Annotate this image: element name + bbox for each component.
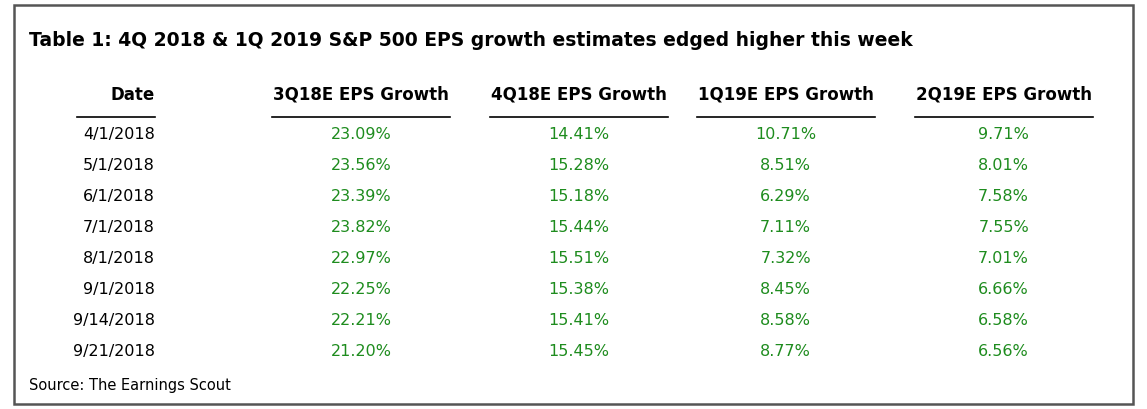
- Text: 6.56%: 6.56%: [978, 344, 1029, 360]
- Text: 4/1/2018: 4/1/2018: [83, 127, 155, 142]
- Text: 7.11%: 7.11%: [760, 220, 811, 235]
- Text: 5/1/2018: 5/1/2018: [83, 158, 155, 173]
- Text: 21.20%: 21.20%: [330, 344, 392, 360]
- Text: 6.66%: 6.66%: [978, 282, 1029, 297]
- Text: 23.39%: 23.39%: [331, 189, 391, 204]
- Text: 8.01%: 8.01%: [978, 158, 1029, 173]
- Text: 23.56%: 23.56%: [331, 158, 391, 173]
- Text: 6/1/2018: 6/1/2018: [83, 189, 155, 204]
- Text: 15.44%: 15.44%: [548, 220, 610, 235]
- Text: 7.01%: 7.01%: [978, 251, 1029, 266]
- Text: 9/21/2018: 9/21/2018: [73, 344, 155, 360]
- Text: 15.45%: 15.45%: [548, 344, 610, 360]
- Text: 7.58%: 7.58%: [978, 189, 1029, 204]
- Text: 8.51%: 8.51%: [760, 158, 811, 173]
- Text: 9/14/2018: 9/14/2018: [73, 313, 155, 328]
- Text: 15.51%: 15.51%: [548, 251, 610, 266]
- Text: 15.41%: 15.41%: [548, 313, 610, 328]
- Text: 22.25%: 22.25%: [330, 282, 392, 297]
- Text: 9/1/2018: 9/1/2018: [83, 282, 155, 297]
- Text: 23.09%: 23.09%: [331, 127, 391, 142]
- Text: 15.18%: 15.18%: [548, 189, 610, 204]
- Text: Source: The Earnings Scout: Source: The Earnings Scout: [29, 378, 231, 393]
- Text: 8.77%: 8.77%: [760, 344, 811, 360]
- Text: 22.21%: 22.21%: [330, 313, 392, 328]
- Text: Table 1: 4Q 2018 & 1Q 2019 S&P 500 EPS growth estimates edged higher this week: Table 1: 4Q 2018 & 1Q 2019 S&P 500 EPS g…: [29, 31, 912, 49]
- Text: 23.82%: 23.82%: [330, 220, 392, 235]
- Text: 6.58%: 6.58%: [978, 313, 1029, 328]
- Text: 15.38%: 15.38%: [548, 282, 610, 297]
- Text: 14.41%: 14.41%: [548, 127, 610, 142]
- Text: 6.29%: 6.29%: [760, 189, 811, 204]
- Text: 22.97%: 22.97%: [330, 251, 392, 266]
- Text: 9.71%: 9.71%: [978, 127, 1029, 142]
- Text: 7.32%: 7.32%: [760, 251, 811, 266]
- Text: 7.55%: 7.55%: [978, 220, 1029, 235]
- FancyBboxPatch shape: [14, 5, 1133, 404]
- Text: 1Q19E EPS Growth: 1Q19E EPS Growth: [697, 86, 874, 104]
- Text: 8.45%: 8.45%: [760, 282, 811, 297]
- Text: 10.71%: 10.71%: [755, 127, 817, 142]
- Text: 4Q18E EPS Growth: 4Q18E EPS Growth: [491, 86, 668, 104]
- Text: 15.28%: 15.28%: [548, 158, 610, 173]
- Text: Date: Date: [110, 86, 155, 104]
- Text: 3Q18E EPS Growth: 3Q18E EPS Growth: [273, 86, 450, 104]
- Text: 7/1/2018: 7/1/2018: [83, 220, 155, 235]
- Text: 8/1/2018: 8/1/2018: [83, 251, 155, 266]
- Text: 8.58%: 8.58%: [760, 313, 811, 328]
- Text: 2Q19E EPS Growth: 2Q19E EPS Growth: [915, 86, 1092, 104]
